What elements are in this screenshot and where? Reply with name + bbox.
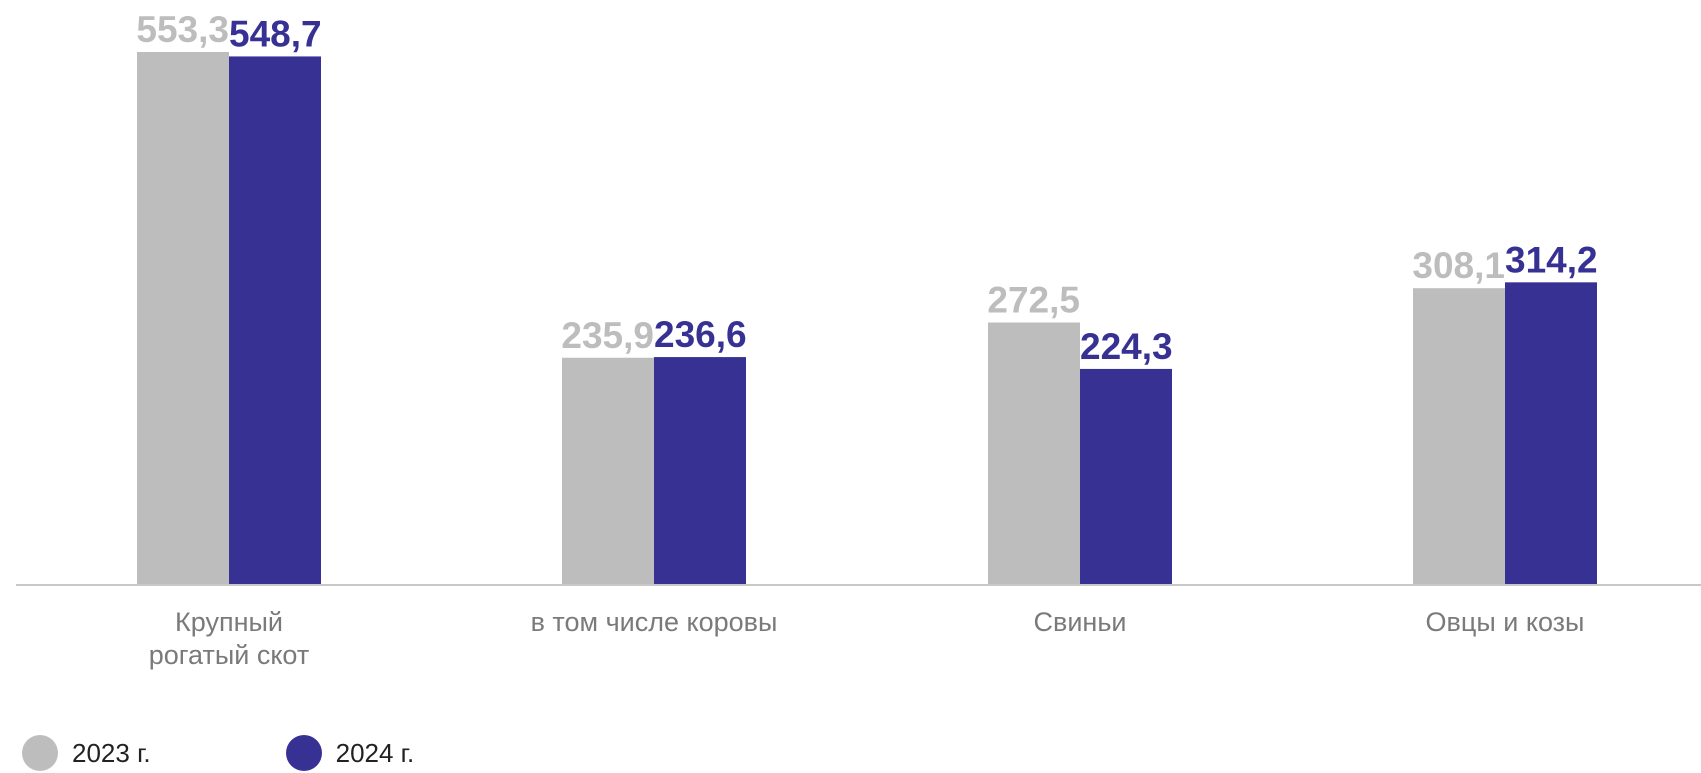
bar-2024-3	[1505, 282, 1597, 585]
legend-item-2023: 2023 г.	[22, 735, 151, 771]
category-label-0-line-1: рогатый скот	[149, 640, 309, 670]
bars-group	[137, 52, 1597, 586]
category-label-0-line-0: Крупный	[175, 607, 283, 637]
value-label-2023-2: 272,5	[987, 279, 1080, 320]
legend-label-2023: 2023 г.	[72, 737, 151, 768]
category-label-1: в том числе коровы	[531, 607, 778, 637]
legend-item-2024: 2024 г.	[285, 735, 415, 771]
value-label-2023-3: 308,1	[1412, 245, 1505, 286]
bar-2023-2	[988, 322, 1080, 585]
value-label-2024-3: 314,2	[1505, 239, 1598, 280]
value-label-2024-1: 236,6	[654, 314, 747, 355]
value-label-2024-0: 548,7	[229, 13, 322, 54]
bar-2024-1	[654, 357, 746, 585]
category-label-2: Свиньи	[1034, 607, 1127, 637]
value-label-2023-0: 553,3	[136, 9, 229, 50]
legend-label-2024: 2024 г.	[335, 737, 415, 768]
bar-2023-0	[137, 52, 229, 585]
legend-swatch-2023	[22, 735, 58, 771]
bar-2023-3	[1413, 288, 1505, 585]
value-label-2024-2: 224,3	[1080, 326, 1173, 367]
value-label-2023-1: 235,9	[561, 315, 654, 356]
bar-2024-0	[229, 56, 321, 586]
legend: 2023 г. 2024 г.	[22, 733, 549, 773]
bar-2024-2	[1080, 368, 1172, 585]
bar-2023-1	[562, 357, 654, 585]
legend-swatch-2024	[285, 735, 322, 771]
category-label-3: Овцы и козы	[1426, 607, 1585, 637]
